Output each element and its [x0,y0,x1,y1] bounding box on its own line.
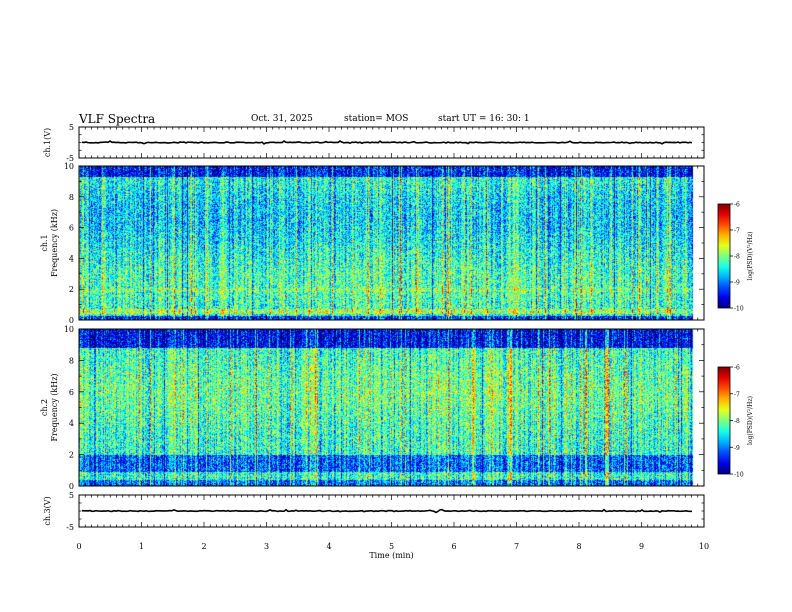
colorbar-tick-label-3: -9 [734,445,740,452]
colorbar-tick-label-1: -7 [734,391,740,398]
y-tick-label-2-5: 10 [64,325,74,334]
x-tick-label-10: 10 [699,542,709,551]
y-tick-label-1-4: 8 [69,193,74,202]
chart-title: VLF Spectra [79,112,156,126]
y-tick-label-1-5: 10 [64,162,74,171]
colorbar-ch1 [717,203,731,309]
colorbar-label-ch2: log(PSD)(V²/Hz) [747,396,754,445]
colorbar-tick-label-4: -10 [734,472,744,479]
colorbar-tick-label-2: -8 [734,254,740,261]
ylabel-0: ch.1(V) [43,128,52,157]
y-tick-label-2-2: 4 [69,419,74,428]
ylabel-frequency-1: Frequency (kHz) [50,209,59,277]
x-tick-label-5: 5 [389,542,394,551]
y-tick-label-1-2: 4 [69,254,74,263]
colorbar-tick-label-1: -7 [734,228,740,235]
y-tick-label-2-1: 2 [69,451,74,460]
x-tick-label-0: 0 [76,542,81,551]
colorbar-tick-label-2: -8 [734,418,740,425]
y-tick-label-0-0: 5 [69,123,74,132]
x-tick-label-2: 2 [201,542,206,551]
colorbar-tick-label-0: -6 [734,202,740,209]
colorbar-tick-label-3: -9 [734,280,740,287]
y-tick-label-1-1: 2 [69,285,74,294]
colorbar-tick-label-0: -6 [734,365,740,372]
spectrogram-ch2 [79,329,704,486]
x-tick-label-6: 6 [451,542,456,551]
y-tick-label-1-0: 0 [69,316,74,325]
x-tick-label-3: 3 [264,542,269,551]
x-tick-label-1: 1 [139,542,144,551]
ylabel-frequency-2: Frequency (kHz) [50,373,59,441]
colorbar-ch2 [717,366,731,475]
colorbar-label-ch1: log(PSD)(V²/Hz) [747,232,754,281]
y-tick-label-2-4: 8 [69,356,74,365]
y-tick-label-1-3: 6 [69,224,74,233]
ylabel-channel-1: ch.1 [40,234,49,251]
station-label: station= MOS [344,114,409,124]
x-tick-label-4: 4 [326,542,331,551]
y-tick-label-2-0: 0 [69,482,74,491]
axes-layer [78,126,733,528]
start-time-label: start UT = 16: 30: 1 [438,114,530,124]
colorbar-tick-label-4: -10 [734,306,744,313]
y-tick-label-0-1: -5 [66,154,74,163]
ylabel-3: ch.3(V) [43,496,52,525]
ylabel-channel-2: ch.2 [40,399,49,416]
date-label: Oct. 31, 2025 [251,114,313,124]
y-tick-label-3-1: -5 [66,523,74,532]
spectrogram-ch1 [79,166,704,320]
x-tick-label-8: 8 [576,542,581,551]
waveform-ch3 [81,508,693,514]
waveform-ch1 [81,140,693,145]
x-axis-label: Time (min) [369,551,413,560]
spectrogram-layer [79,166,704,486]
x-tick-label-9: 9 [639,542,644,551]
y-tick-label-3-0: 5 [69,491,74,500]
x-tick-label-7: 7 [514,542,519,551]
y-tick-label-2-3: 6 [69,388,74,397]
